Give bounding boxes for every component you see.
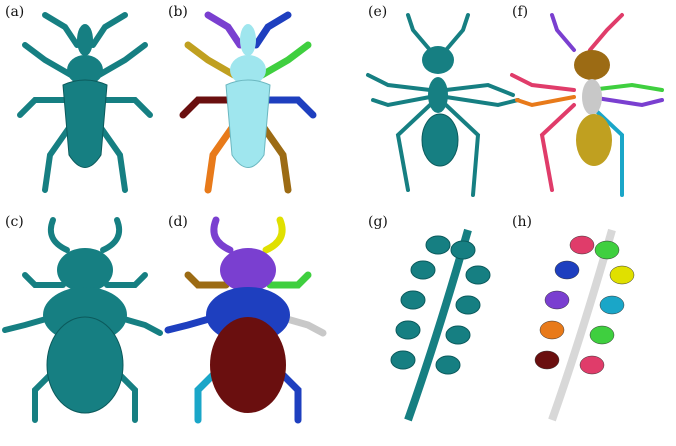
ant-segmented-illustration <box>510 13 664 197</box>
stag-beetle-segmented-illustration <box>164 216 327 424</box>
weevil-mesh-illustration <box>17 12 153 193</box>
panel-label-a: (a) <box>5 4 25 20</box>
stag-beetle-mesh-illustration <box>2 217 163 423</box>
panel-e: (e) <box>366 4 528 220</box>
panel-label-e: (e) <box>368 4 388 20</box>
panel-f: (f) <box>510 4 672 220</box>
plant-stalk-mesh-illustration <box>390 228 491 422</box>
panel-label-c: (c) <box>5 214 24 230</box>
ant-mesh-illustration <box>366 13 520 197</box>
panel-label-f: (f) <box>512 4 529 20</box>
panel-g: (g) <box>368 215 528 430</box>
panel-label-g: (g) <box>368 214 388 230</box>
panel-a: (a) <box>5 5 165 220</box>
panel-d: (d) <box>164 214 328 430</box>
panel-h: (h) <box>512 215 672 430</box>
panel-b: (b) <box>168 5 328 220</box>
plant-stalk-segmented-illustration <box>534 228 635 422</box>
panel-label-h: (h) <box>512 214 532 230</box>
panel-c: (c) <box>2 214 165 430</box>
weevil-segmented-illustration <box>179 11 317 194</box>
panel-label-d: (d) <box>168 214 188 230</box>
panel-label-b: (b) <box>168 4 188 20</box>
